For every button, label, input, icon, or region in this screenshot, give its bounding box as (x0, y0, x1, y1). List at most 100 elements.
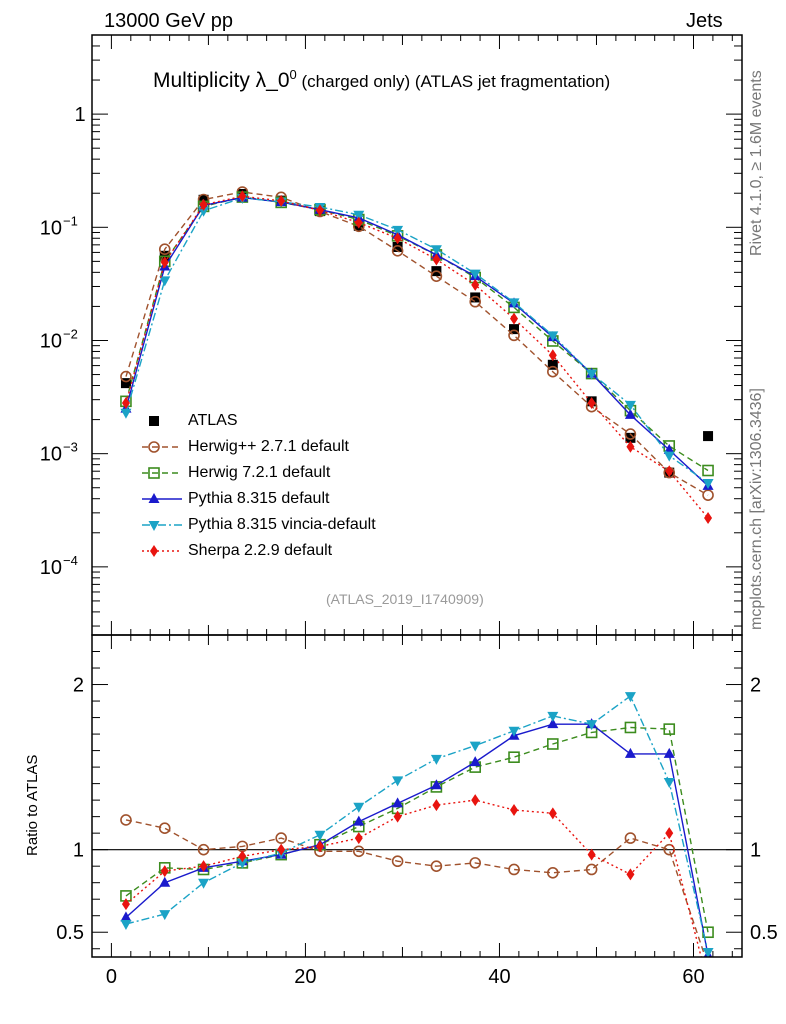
y-tick-label-0.0001: 10 (40, 557, 62, 579)
ratio-y-axis-label: Ratio to ATLAS (24, 754, 41, 856)
legend-item-herwigpp: Herwig++ 2.7.1 default (140, 434, 440, 460)
legend-label-atlas: ATLAS (188, 412, 238, 429)
point-atlas-10 (509, 324, 520, 335)
ratio-point-vincia-7 (392, 776, 404, 787)
legend-label-vincia: Pythia 8.315 vincia-default (188, 516, 376, 533)
point-vincia-0 (120, 408, 132, 419)
legend-swatch-sherpa (142, 545, 182, 557)
point-vincia-10 (508, 298, 520, 309)
ratio-point-sherpa-1 (160, 865, 169, 878)
point-herwig7-15 (702, 464, 714, 477)
point-atlas-7 (392, 241, 403, 252)
legend-swatch-herwig7 (142, 467, 182, 479)
legend-item-vincia: Pythia 8.315 vincia-default (140, 512, 440, 538)
point-vincia-8 (430, 245, 442, 256)
ratio-point-sherpa-12 (587, 848, 596, 861)
legend-item-pythia: Pythia 8.315 default (140, 486, 440, 512)
ratio-y-tick-left-0.5: 0.5 (56, 922, 84, 944)
legend-label-pythia: Pythia 8.315 default (188, 490, 330, 507)
point-vincia-15 (702, 479, 714, 490)
point-sherpa-9 (471, 278, 480, 291)
ratio-point-pythia-13 (624, 747, 636, 758)
y-tick-label-0.1: 10 (40, 217, 62, 239)
point-sherpa-4 (277, 194, 286, 207)
ratio-line-herwigpp (125, 819, 706, 957)
legend-marker-sherpa (150, 545, 158, 557)
energy-label: 13000 GeV pp (104, 10, 233, 32)
point-herwigpp-10 (508, 329, 520, 342)
point-herwigpp-9 (469, 295, 482, 308)
ratio-point-herwigpp-14 (663, 843, 676, 856)
y-tick-exponent-0.01: −2 (63, 326, 78, 341)
ratio-y-tick-left-1: 1 (73, 840, 84, 862)
point-vincia-1 (159, 276, 171, 287)
ratio-point-herwigpp-11 (547, 866, 559, 879)
point-vincia-6 (353, 210, 365, 221)
ratio-line-pythia (125, 723, 709, 956)
title-main: Multiplicity λ_0 (153, 69, 290, 92)
point-atlas-13 (625, 432, 636, 443)
point-sherpa-14 (665, 465, 674, 478)
point-sherpa-12 (587, 397, 596, 410)
ratio-line-herwig7 (125, 726, 709, 933)
ratio-point-sherpa-3 (238, 850, 247, 863)
point-vincia-7 (392, 225, 404, 236)
x-tick-label-60: 60 (682, 966, 704, 988)
legend-label-herwigpp: Herwig++ 2.7.1 default (188, 438, 349, 455)
ratio-point-pythia-9 (469, 756, 481, 767)
ratio-point-sherpa-0 (121, 898, 130, 911)
ratio-line-vincia (125, 695, 709, 953)
ratio-point-herwigpp-13 (624, 832, 637, 844)
point-vincia-13 (624, 400, 636, 411)
point-sherpa-1 (160, 256, 169, 269)
legend-label-herwig7: Herwig 7.2.1 default (188, 464, 331, 481)
x-tick-label-20: 20 (294, 966, 316, 988)
title-subtitle: (charged only) (ATLAS jet fragmentation) (296, 72, 611, 91)
legend-item-herwig7: Herwig 7.2.1 default (140, 460, 440, 486)
ratio-point-pythia-8 (430, 779, 442, 790)
ratio-line-sherpa (125, 799, 702, 957)
ratio-point-herwigpp-4 (275, 832, 287, 844)
ratio-point-vincia-6 (353, 802, 365, 813)
y-tick-exponent-0.0001: −4 (63, 553, 78, 568)
ratio-point-sherpa-11 (548, 807, 557, 820)
line-pythia (125, 196, 709, 487)
legend-marker-pythia (148, 493, 160, 503)
legend-swatch-pythia (142, 493, 182, 503)
ratio-point-vincia-13 (624, 692, 636, 703)
point-sherpa-0 (121, 397, 130, 410)
y-tick-label-0.001: 10 (40, 444, 62, 466)
point-atlas-15 (703, 431, 714, 442)
point-sherpa-7 (393, 232, 402, 245)
legend-marker-vincia (148, 521, 160, 531)
process-label: Jets (686, 10, 723, 32)
ratio-point-pythia-6 (353, 815, 365, 826)
point-vincia-11 (547, 331, 559, 342)
ratio-point-vincia-0 (120, 919, 132, 930)
ratio-point-vincia-14 (663, 777, 675, 788)
legend-marker-herwig7 (148, 467, 160, 479)
ratio-panel-marks (92, 692, 742, 957)
line-vincia (125, 197, 709, 484)
analysis-id: (ATLAS_2019_I1740909) (326, 591, 484, 607)
ratio-point-sherpa-5 (315, 840, 324, 853)
ratio-point-vincia-2 (198, 878, 210, 889)
point-sherpa-3 (238, 190, 247, 203)
point-sherpa-15 (704, 512, 713, 525)
ratio-point-sherpa-7 (393, 810, 402, 823)
point-herwigpp-13 (624, 428, 637, 440)
panel-frames (91, 34, 743, 958)
ratio-point-herwig7-14 (663, 723, 676, 735)
point-herwigpp-0 (120, 370, 132, 383)
point-atlas-0 (120, 378, 131, 389)
point-herwigpp-11 (547, 365, 559, 378)
ratio-point-vincia-1 (159, 910, 171, 921)
ratio-point-herwigpp-10 (508, 863, 520, 876)
ratio-point-pythia-14 (663, 747, 675, 758)
point-pythia-13 (624, 408, 636, 419)
x-tick-label-0: 0 (106, 966, 117, 988)
point-herwigpp-1 (158, 243, 171, 256)
ratio-point-herwigpp-7 (391, 855, 404, 868)
